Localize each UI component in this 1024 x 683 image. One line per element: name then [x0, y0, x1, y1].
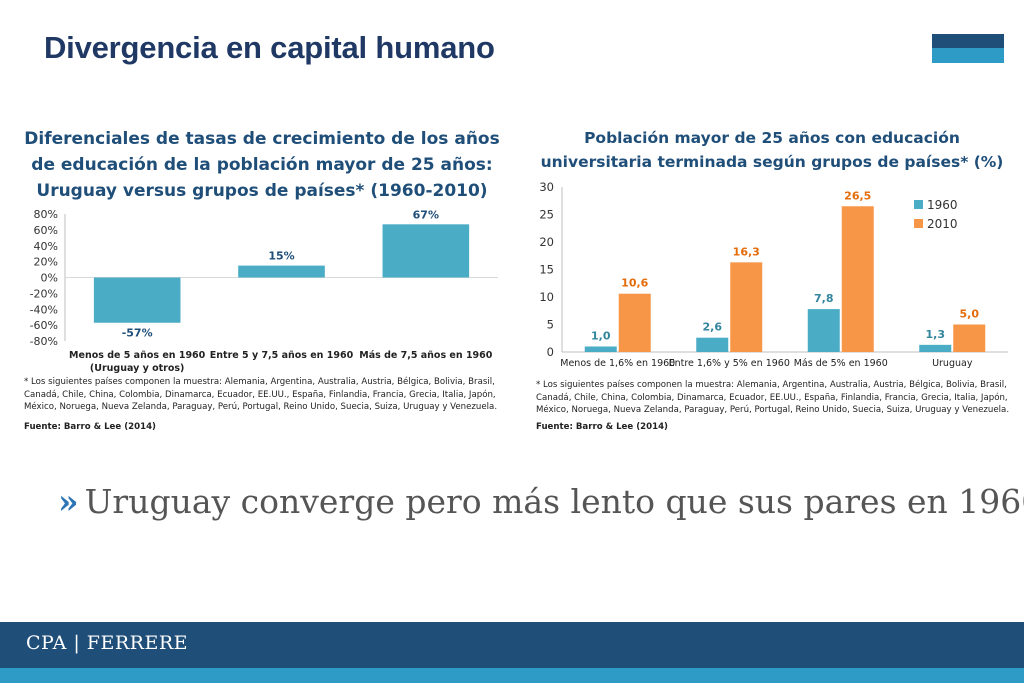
x-tick-label: Menos de 5 años en 1960 — [69, 350, 206, 361]
right-chart-source: Fuente: Barro & Lee (2014) — [536, 422, 668, 432]
right-chart-note: * Los siguientes países componen la mues… — [536, 380, 1010, 415]
x-tick-label: Entre 5 y 7,5 años en 1960 — [210, 350, 354, 361]
right-chart-title: Población mayor de 25 años con educación… — [540, 129, 1004, 171]
data-label-1960: 7,8 — [814, 292, 834, 305]
data-label: 15% — [268, 250, 294, 263]
bar-2010 — [953, 324, 986, 352]
y-tick-label: 40% — [34, 240, 58, 253]
right-chart: 30 25 20 15 10 5 0 1,0 10,6 Menos de 1,6% en 1960… — [539, 180, 1008, 369]
y-tick-label: 30 — [539, 180, 554, 194]
data-label-2010: 16,3 — [733, 245, 760, 258]
data-label-1960: 1,0 — [591, 330, 611, 343]
footer-logo: CPA | FERRERE — [26, 632, 188, 654]
data-label-2010: 26,5 — [844, 189, 871, 202]
bar — [382, 224, 470, 278]
x-tick-label: Uruguay — [932, 358, 973, 369]
logo-mark-top — [932, 34, 1004, 48]
key-message: » Uruguay converge pero más lento que sus… — [58, 482, 1024, 521]
y-tick-label: 0% — [41, 272, 58, 285]
data-label-2010: 5,0 — [960, 308, 980, 321]
left-chart-title: Diferenciales de tasas de crecimiento de… — [24, 129, 500, 201]
y-tick-label: 60% — [34, 224, 58, 237]
bullet-marker: » — [58, 482, 79, 521]
y-tick-label: -60% — [30, 319, 58, 332]
footer-bar — [0, 622, 1024, 668]
legend-label-1960: 1960 — [927, 198, 958, 212]
x-tick-label: Menos de 1,6% en 1960 — [560, 358, 675, 369]
y-tick-label: 15 — [539, 263, 554, 277]
bar — [238, 265, 325, 278]
y-tick-label: 0 — [547, 345, 554, 359]
left-chart-note: * Los siguientes países componen la mues… — [24, 377, 498, 412]
bar-1960 — [807, 309, 840, 352]
bar-1960 — [584, 346, 617, 352]
data-label-2010: 10,6 — [621, 277, 648, 290]
legend-label-2010: 2010 — [927, 217, 958, 231]
bar-1960 — [919, 344, 952, 352]
x-tick-label: (Uruguay y otros) — [90, 363, 184, 374]
data-label-1960: 2,6 — [703, 321, 723, 334]
y-tick-label: 10 — [539, 290, 554, 304]
y-tick-label: 5 — [547, 318, 554, 332]
y-tick-label: 25 — [539, 208, 554, 222]
y-tick-label: 80% — [34, 208, 58, 221]
y-tick-label: 20 — [539, 235, 554, 249]
bar — [93, 277, 181, 323]
logo-mark-bottom — [932, 48, 1004, 63]
data-label-1960: 1,3 — [926, 328, 946, 341]
y-tick-label: 20% — [34, 256, 58, 269]
bar-1960 — [696, 337, 729, 352]
y-tick-label: -40% — [30, 303, 58, 316]
x-tick-label: Más de 5% en 1960 — [794, 358, 888, 369]
x-tick-label: Más de 7,5 años en 1960 — [359, 350, 493, 361]
key-message-text: Uruguay converge pero más lento que sus … — [84, 482, 1024, 521]
data-label: 67% — [413, 208, 439, 221]
data-label: -57% — [122, 327, 153, 340]
legend-swatch-1960 — [914, 200, 923, 209]
y-tick-label: -80% — [30, 335, 58, 348]
page-title: Divergencia en capital humano — [44, 30, 495, 65]
y-tick-label: -20% — [30, 287, 58, 300]
left-chart: 80% 60% 40% 20% 0% -20% -40% -60% -80% -57% Menos … — [30, 208, 498, 374]
bar-2010 — [730, 262, 763, 352]
bar-2010 — [618, 293, 651, 352]
footer-strip — [0, 668, 1024, 683]
left-chart-source: Fuente: Barro & Lee (2014) — [24, 422, 156, 432]
legend-swatch-2010 — [914, 219, 923, 228]
bar-2010 — [841, 206, 874, 352]
x-tick-label: Entre 1,6% y 5% en 1960 — [669, 358, 790, 369]
